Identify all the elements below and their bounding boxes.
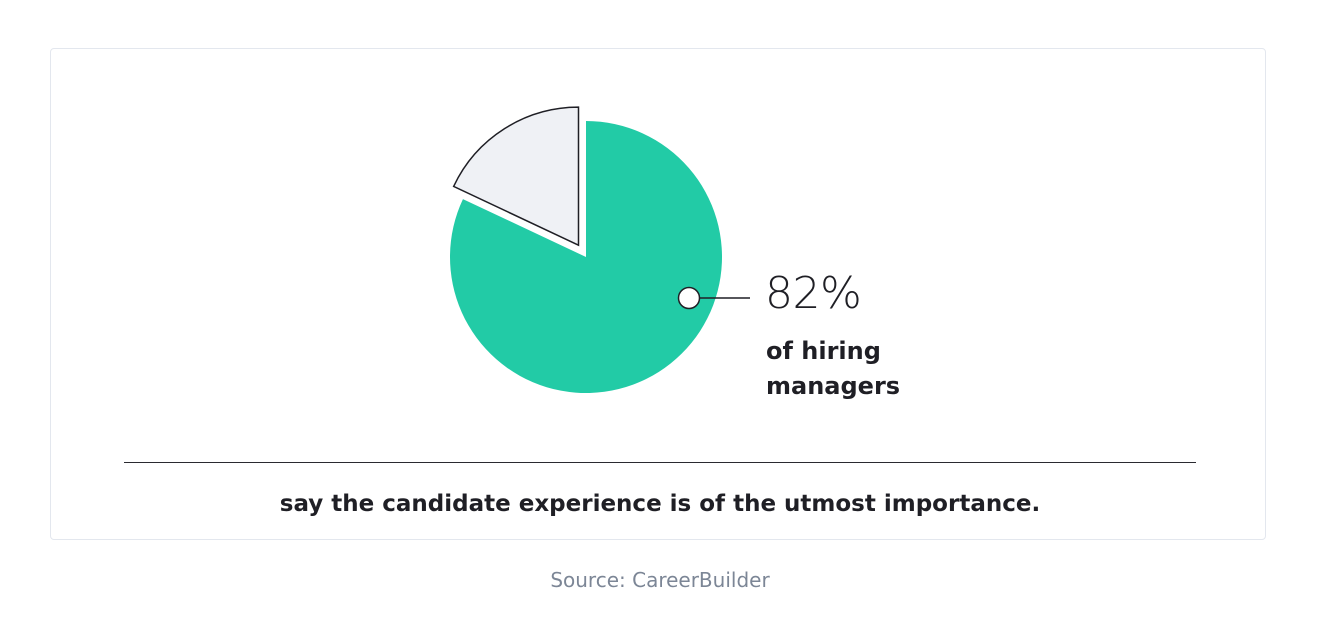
divider xyxy=(124,462,1196,463)
source-note: Source: CareerBuilder xyxy=(550,568,770,592)
stat-label: of hiring managers xyxy=(766,337,901,400)
stat-value: 82% xyxy=(765,268,862,319)
callout-marker xyxy=(677,286,701,310)
caption: say the candidate experience is of the u… xyxy=(279,491,1041,517)
pie-slice-main xyxy=(450,121,722,393)
pie-slice-remainder xyxy=(452,106,580,247)
